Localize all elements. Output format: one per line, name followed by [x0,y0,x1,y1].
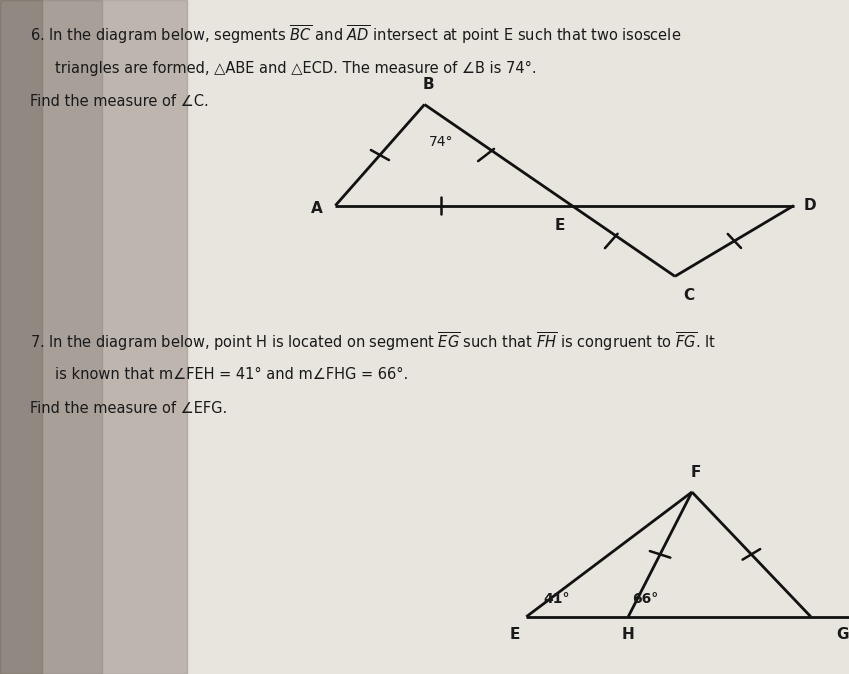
Text: 66°: 66° [633,592,659,606]
Text: E: E [554,218,565,233]
Bar [0,0,42,674]
Text: Find the measure of ∠EFG.: Find the measure of ∠EFG. [30,401,227,416]
Text: F: F [691,465,701,480]
Text: E: E [509,627,520,642]
Text: A: A [311,202,323,216]
Text: D: D [804,198,817,213]
Text: 7. In the diagram below, point H is located on segment $\overline{EG}$ such that: 7. In the diagram below, point H is loca… [30,330,716,353]
Text: G: G [836,627,849,642]
Text: 6. In the diagram below, segments $\overline{BC}$ and $\overline{AD}$ intersect : 6. In the diagram below, segments $\over… [30,24,681,47]
Bar [0,0,187,674]
Text: is known that m∠FEH = 41° and m∠FHG = 66°.: is known that m∠FEH = 41° and m∠FHG = 66… [55,367,408,382]
Text: Find the measure of ∠C.: Find the measure of ∠C. [30,94,209,109]
Text: C: C [683,288,694,303]
Text: 41°: 41° [543,592,570,606]
Text: B: B [423,78,435,92]
Text: 74°: 74° [429,135,453,149]
Bar [0,0,102,674]
Text: H: H [621,627,635,642]
Text: triangles are formed, △ABE and △ECD. The measure of ∠B is 74°.: triangles are formed, △ABE and △ECD. The… [55,61,537,75]
